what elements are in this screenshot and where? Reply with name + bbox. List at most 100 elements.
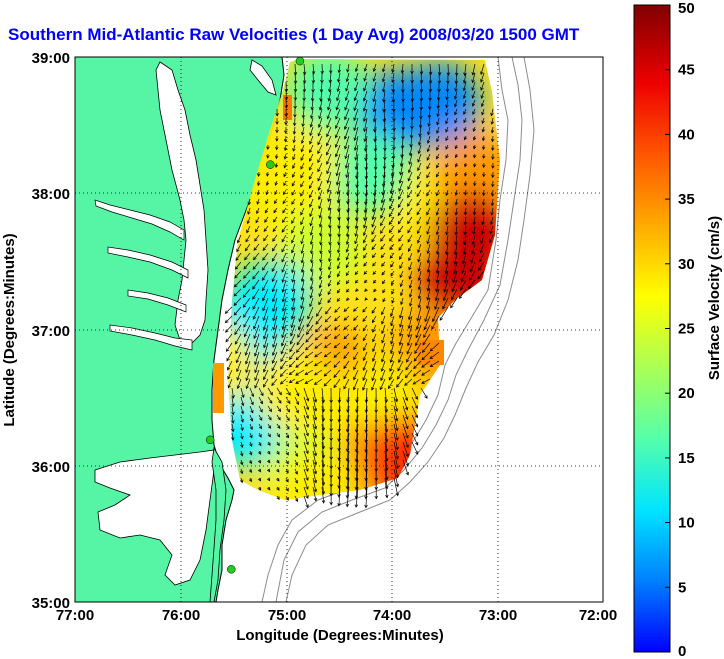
velocity-arrow [443, 279, 449, 293]
velocity-arrow [276, 477, 280, 482]
velocity-arrow [462, 252, 467, 265]
velocity-arrow [253, 243, 260, 251]
velocity-arrow [336, 261, 341, 270]
velocity-arrow [272, 324, 278, 340]
velocity-arrow [284, 90, 289, 101]
velocity-arrow [490, 126, 495, 134]
velocity-arrow [419, 81, 424, 93]
velocity-arrow [426, 144, 431, 153]
velocity-arrow [417, 243, 422, 254]
velocity-arrow [267, 405, 272, 413]
colorbar-tick-label: 20 [678, 385, 695, 402]
velocity-arrow [353, 351, 359, 361]
velocity-arrow [453, 243, 458, 256]
velocity-arrow [439, 306, 449, 321]
velocity-arrow [371, 234, 377, 243]
velocity-arrow [243, 315, 251, 328]
velocity-arrow [319, 234, 323, 246]
velocity-arrow [262, 243, 269, 251]
velocity-arrow [311, 63, 316, 75]
velocity-arrow [468, 279, 476, 290]
velocity-arrow [435, 243, 440, 255]
velocity-arrow [363, 216, 368, 229]
velocity-arrow [239, 477, 244, 484]
velocity-arrow [406, 351, 413, 363]
velocity-arrow [381, 315, 386, 325]
velocity-arrow [291, 297, 296, 311]
velocity-arrow [481, 207, 486, 216]
velocity-arrow [326, 153, 332, 165]
velocity-arrow [426, 279, 431, 292]
velocity-arrow [312, 405, 318, 421]
velocity-arrow [382, 288, 386, 294]
velocity-arrow [417, 162, 422, 172]
velocity-arrow [267, 432, 271, 438]
velocity-arrow [353, 99, 359, 112]
velocity-arrow [255, 225, 260, 233]
velocity-arrow [307, 306, 314, 320]
velocity-arrow [300, 261, 305, 274]
velocity-arrow [249, 405, 254, 414]
velocity-arrow [258, 405, 263, 413]
velocity-arrow [271, 351, 278, 364]
velocity-arrow [481, 126, 486, 133]
velocity-arrow [417, 135, 422, 146]
velocity-arrow [310, 90, 315, 102]
velocity-arrow [292, 144, 296, 152]
velocity-arrow [409, 126, 414, 139]
velocity-arrow [300, 225, 305, 235]
velocity-arrow [313, 369, 323, 376]
velocity-arrow [234, 333, 242, 345]
velocity-arrow [258, 432, 262, 438]
velocity-arrow [389, 180, 395, 194]
velocity-arrow [292, 153, 296, 161]
velocity-arrow [298, 306, 305, 323]
velocity-arrow [345, 486, 350, 508]
x-tick-label: 73:00 [479, 607, 517, 624]
velocity-arrow [275, 117, 279, 125]
velocity-arrow [462, 90, 467, 100]
velocity-arrow [300, 279, 305, 292]
velocity-arrow [257, 468, 261, 473]
velocity-arrow [317, 117, 323, 128]
velocity-arrow [461, 261, 467, 274]
velocity-arrow [319, 81, 324, 93]
velocity-arrow [445, 171, 449, 178]
velocity-arrow [295, 369, 305, 376]
velocity-arrow [393, 414, 399, 432]
velocity-arrow [371, 243, 377, 251]
velocity-arrow [288, 369, 296, 376]
velocity-arrow [426, 243, 431, 255]
velocity-arrow [426, 270, 431, 283]
y-tick-label: 36:00 [32, 459, 70, 476]
velocity-arrow [289, 342, 296, 353]
velocity-arrow [303, 423, 309, 437]
velocity-arrow [309, 207, 314, 218]
velocity-arrow [411, 387, 418, 400]
velocity-arrow [490, 108, 494, 117]
velocity-arrow [406, 342, 413, 355]
colorbar-label: Surface Velocity (cm/s) [706, 216, 723, 380]
velocity-arrow [317, 126, 323, 137]
velocity-arrow [363, 81, 368, 92]
velocity-arrow [337, 450, 341, 471]
velocity-arrow [334, 117, 341, 129]
velocity-arrow [480, 225, 485, 235]
velocity-arrow [312, 450, 318, 466]
velocity-arrow [445, 81, 450, 93]
velocity-arrow [372, 72, 377, 82]
velocity-arrow [306, 315, 314, 328]
velocity-arrow [315, 315, 323, 325]
velocity-arrow [253, 315, 260, 330]
velocity-arrow [334, 315, 341, 322]
velocity-arrow [491, 171, 495, 179]
velocity-arrow [337, 477, 341, 498]
velocity-arrow [390, 333, 395, 345]
velocity-arrow [292, 126, 297, 135]
velocity-arrow [318, 207, 323, 219]
velocity-arrow [489, 216, 494, 226]
velocity-arrow [236, 243, 242, 253]
velocity-arrow [231, 414, 235, 424]
velocity-arrow [314, 333, 323, 341]
velocity-arrow [312, 477, 318, 493]
